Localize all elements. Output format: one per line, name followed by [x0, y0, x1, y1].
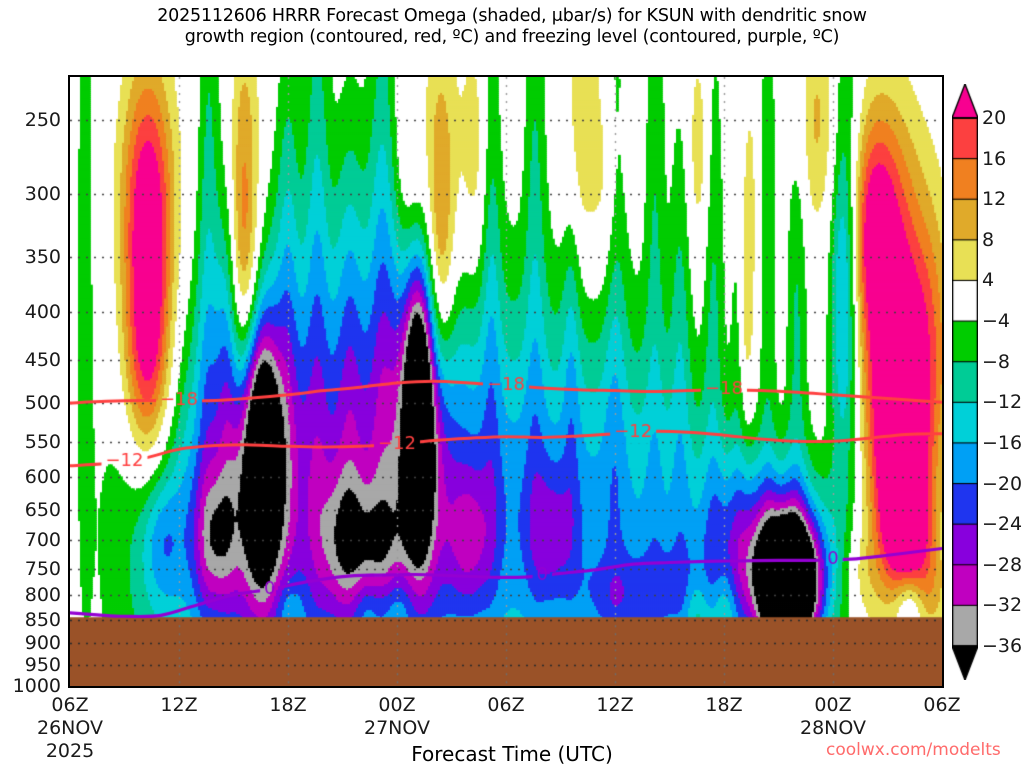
x-axis-tick-1: 12Z	[160, 694, 198, 716]
y-axis-tick-350: 350	[24, 246, 61, 269]
y-axis-tick-250: 250	[24, 109, 61, 132]
x-axis-day-label-2: 28NOV	[799, 717, 867, 739]
chart-title-line-1: 2025112606 HRRR Forecast Omega (shaded, …	[157, 6, 867, 26]
colorbar-canvas	[952, 84, 978, 680]
colorbar-tick-20: 20	[982, 107, 1007, 129]
y-axis-tick-450: 450	[24, 348, 61, 371]
y-axis-tick-950: 950	[24, 654, 61, 677]
x-axis-day-label-1: 27NOV	[363, 717, 431, 739]
x-axis-tick-0: 06Z	[51, 694, 89, 716]
colorbar-tick--24: −24	[982, 513, 1023, 536]
colorbar-tick--16: −16	[982, 431, 1023, 454]
y-axis-tick-labels: 250 300 350 400 450 500 550 600 650 700 750 800 850 9…	[0, 0, 63, 768]
x-axis-tick-4: 06Z	[487, 694, 525, 716]
y-axis-tick-400: 400	[24, 300, 61, 323]
colorbar	[952, 84, 978, 680]
x-axis-tick-8: 06Z	[923, 694, 961, 716]
y-axis-tick-500: 500	[24, 392, 61, 414]
watermark-link[interactable]: coolwx.com/modelts	[826, 740, 1001, 760]
plot-area	[68, 75, 944, 688]
y-axis-tick-700: 700	[24, 529, 61, 552]
y-axis-tick-750: 750	[24, 557, 61, 580]
colorbar-tick--12: −12	[982, 391, 1023, 414]
colorbar-tick-12: 12	[982, 188, 1007, 211]
y-axis-tick-800: 800	[24, 583, 61, 606]
colorbar-tick--4: −4	[982, 310, 1011, 333]
x-axis-tick-6: 18Z	[705, 694, 743, 716]
y-axis-tick-850: 850	[24, 608, 61, 631]
chart-title: 2025112606 HRRR Forecast Omega (shaded, …	[0, 6, 1024, 48]
y-axis-tick-650: 650	[24, 499, 61, 522]
x-axis-year-label: 2025	[45, 740, 95, 762]
colorbar-tick-4: 4	[982, 269, 995, 292]
y-axis-tick-600: 600	[24, 466, 61, 489]
colorbar-tick--28: −28	[982, 553, 1023, 576]
colorbar-tick-labels: −36 −32 −28 −24 −20 −16 −12 −8 −4 4 8 12 16 20	[952, 0, 1024, 768]
x-axis-tick-3: 00Z	[378, 694, 416, 716]
colorbar-tick--20: −20	[982, 472, 1023, 495]
contour-overlay-canvas	[70, 77, 942, 686]
y-axis-tick-550: 550	[24, 430, 61, 453]
y-axis-tick-900: 900	[24, 631, 61, 654]
y-axis-tick-300: 300	[24, 183, 61, 206]
x-axis-tick-5: 12Z	[596, 694, 634, 716]
colorbar-tick-16: 16	[982, 147, 1007, 170]
chart-title-line-2: growth region (contoured, red, ºC) and f…	[184, 27, 840, 47]
y-axis-tick-1000: 1000	[12, 675, 61, 697]
colorbar-tick--32: −32	[982, 594, 1023, 617]
colorbar-tick--8: −8	[982, 350, 1011, 373]
x-axis-tick-7: 00Z	[814, 694, 852, 716]
x-axis-day-label-0: 26NOV	[36, 717, 104, 739]
colorbar-tick--36: −36	[982, 635, 1023, 657]
colorbar-tick-8: 8	[982, 228, 995, 251]
x-axis-title: Forecast Time (UTC)	[411, 742, 613, 766]
x-axis-tick-2: 18Z	[269, 694, 307, 716]
